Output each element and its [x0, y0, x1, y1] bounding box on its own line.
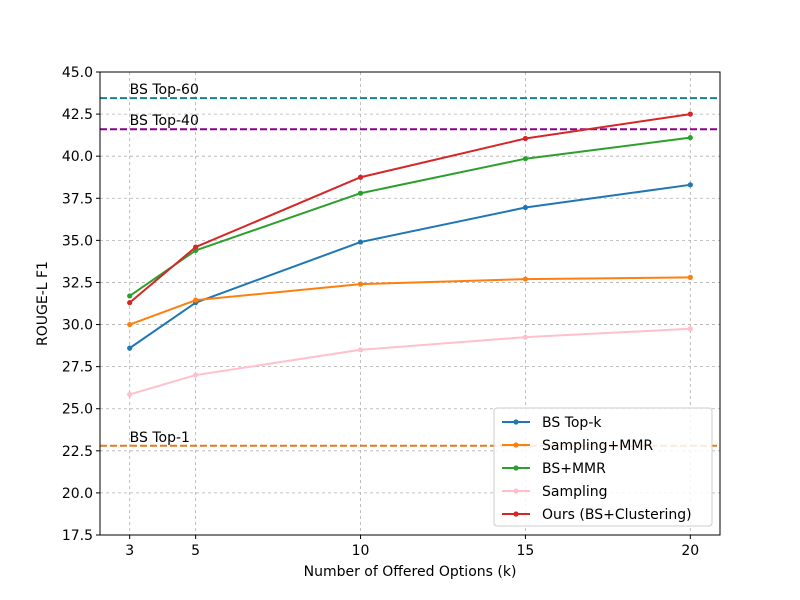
- x-tick-label: 20: [681, 543, 699, 559]
- data-point: [522, 334, 529, 340]
- x-axis-label: Number of Offered Options (k): [304, 564, 517, 580]
- y-tick-label: 42.5: [62, 107, 93, 123]
- data-point: [127, 300, 133, 306]
- data-point: [357, 239, 364, 245]
- data-point: [357, 190, 364, 196]
- y-tick-label: 32.5: [62, 275, 93, 291]
- legend-swatch-marker: [513, 511, 519, 517]
- legend: BS Top-k Sampling+MMR BS+MMR Sampling Ours (…: [493, 407, 713, 527]
- data-point: [357, 174, 364, 180]
- data-point: [193, 244, 199, 250]
- x-tick-label: 10: [352, 543, 370, 559]
- data-point: [522, 135, 529, 142]
- y-tick-label: 45.0: [62, 65, 93, 81]
- data-point: [687, 274, 693, 281]
- y-tick-label: 17.5: [62, 528, 93, 544]
- y-tick-label: 27.5: [62, 360, 93, 376]
- data-point: [687, 182, 693, 188]
- y-tick-label: 30.0: [62, 318, 93, 334]
- series-lines: [127, 111, 693, 398]
- legend-label: BS+MMR: [542, 461, 606, 477]
- data-point: [522, 276, 529, 282]
- data-point: [127, 345, 133, 351]
- data-point: [357, 347, 364, 353]
- y-tick-label: 40.0: [62, 149, 93, 165]
- legend-box: [493, 407, 713, 527]
- data-point: [522, 156, 529, 162]
- series-group: [127, 274, 693, 328]
- y-tick-label: 20.0: [62, 486, 93, 502]
- x-tick-label: 3: [125, 543, 134, 559]
- reference-lines: BS Top-60 BS Top-40 BS Top-1: [100, 82, 720, 447]
- legend-swatch-marker: [513, 488, 519, 494]
- reference-line-label: BS Top-60: [130, 82, 199, 98]
- data-point: [522, 204, 529, 211]
- y-tick-label: 37.5: [62, 191, 93, 207]
- y-axis-label: ROUGE-L F1: [35, 261, 51, 346]
- legend-label: Ours (BS+Clustering): [542, 507, 692, 523]
- series-group: [127, 111, 693, 306]
- reference-line-label: BS Top-1: [130, 430, 190, 446]
- legend-label: Sampling: [542, 484, 608, 500]
- plot-frame: [99, 71, 721, 536]
- data-point: [357, 281, 364, 287]
- data-point: [127, 321, 133, 328]
- data-point: [687, 326, 693, 332]
- data-point: [193, 297, 199, 303]
- data-point: [127, 391, 133, 398]
- x-tick-label: 15: [517, 543, 535, 559]
- legend-swatch-marker: [513, 442, 519, 448]
- y-tick-label: 35.0: [62, 233, 93, 249]
- x-axis-ticks: 3 5 10 15 20: [125, 535, 699, 559]
- y-axis-ticks: 17.5 20.0 22.5 25.0 27.5 30.0 32.5 35.0 37.5 40.0…: [62, 65, 100, 544]
- data-point: [687, 111, 693, 117]
- legend-label: BS Top-k: [542, 415, 602, 431]
- legend-swatch-marker: [513, 419, 519, 425]
- reference-line-label: BS Top-40: [130, 113, 199, 129]
- series-group: [127, 182, 693, 351]
- y-tick-label: 22.5: [62, 444, 93, 460]
- x-tick-label: 5: [191, 543, 200, 559]
- series-group: [127, 326, 693, 398]
- data-point: [687, 135, 693, 141]
- legend-swatch-marker: [513, 465, 519, 471]
- data-point: [127, 293, 133, 299]
- data-point: [193, 372, 199, 378]
- legend-label: Sampling+MMR: [542, 438, 653, 454]
- y-tick-label: 25.0: [62, 402, 93, 418]
